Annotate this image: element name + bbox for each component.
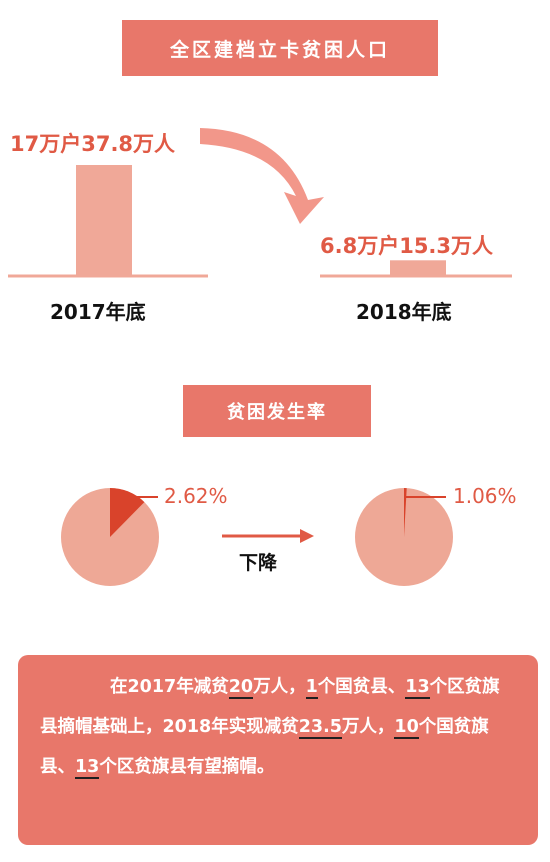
summary-text-3: 个国贫县、 [317, 677, 406, 697]
summary-text-2: 万人， [253, 677, 306, 697]
data-label-2018: 6.8万户15.3万人 [320, 234, 494, 258]
decline-curve-arrow [200, 128, 324, 224]
summary-text-1: 在2017年减贫 [110, 677, 229, 697]
bar-2018 [390, 260, 446, 275]
pie-2018-slice [404, 488, 407, 537]
summary-text-4: 个区贫旗县摘帽基础上，2018年实现减贫 [40, 677, 500, 737]
data-label-2017: 17万户37.8万人 [10, 132, 176, 156]
pct-label-2017: 2.62% [164, 484, 228, 508]
decline-arrow-head [300, 529, 314, 543]
summary-text-6: 个国贫旗县、 [40, 717, 489, 777]
year-label-2017: 2017年底 [50, 300, 146, 324]
pie-2017-slice [110, 488, 145, 537]
summary-box: 在2017年减贫20万人，1个国贫县、13个区贫旗县摘帽基础上，2018年实现减… [18, 655, 538, 845]
bar-2017 [76, 165, 132, 275]
summary-number-2: 1 [305, 677, 318, 699]
summary-number-5: 10 [394, 717, 419, 739]
summary-number-4: 23.5 [298, 717, 342, 739]
summary-text-7: 个区贫旗县有望摘帽。 [99, 757, 275, 777]
summary-number-3: 13 [405, 677, 430, 699]
section-title-poverty-rate: 贫困发生率 [183, 385, 371, 437]
year-label-2018: 2018年底 [356, 300, 452, 324]
summary-number-1: 20 [228, 677, 254, 699]
pct-label-2018: 1.06% [453, 484, 517, 508]
decline-label: 下降 [239, 552, 278, 574]
summary-number-6: 13 [75, 757, 100, 779]
summary-text-5: 万人， [341, 717, 395, 737]
section-title-population: 全区建档立卡贫困人口 [122, 20, 438, 76]
